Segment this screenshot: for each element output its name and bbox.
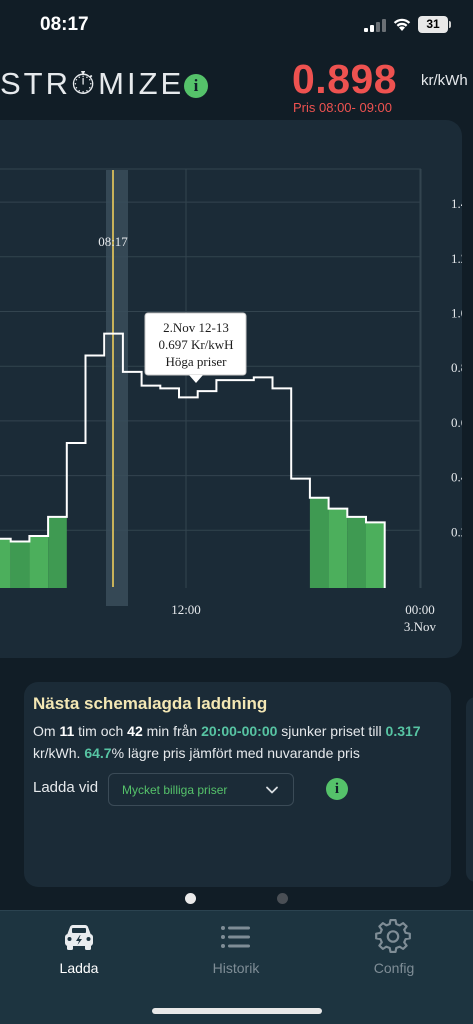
x-tick-label: 00:00 [405, 602, 435, 617]
y-tick-label: 0.2 [451, 524, 462, 539]
price-bar-cheap [10, 541, 30, 588]
battery-icon: 31 [418, 16, 448, 33]
car-charging-icon [65, 925, 93, 950]
y-tick-label: 0.4 [451, 470, 462, 485]
price-bar-cheap [366, 522, 385, 588]
tooltip-pointer [189, 375, 203, 383]
y-tick-label: 0.8 [451, 360, 462, 375]
current-price: 0.898 [292, 56, 398, 102]
tab-ladda[interactable]: Ladda [0, 911, 158, 991]
page-dot[interactable] [277, 893, 288, 904]
price-bar-cheap [347, 516, 366, 588]
x-tick-sublabel: 3.Nov [404, 619, 437, 634]
info-icon[interactable]: i [326, 778, 348, 800]
info-icon[interactable]: i [184, 74, 208, 98]
gear-icon [375, 919, 411, 954]
next-card-peek[interactable] [466, 697, 473, 882]
schedule-title: Nästa schemalagda laddning [33, 694, 268, 713]
cellular-signal-icon [364, 19, 386, 32]
page-dot-active[interactable] [185, 893, 196, 904]
price-bar-cheap [0, 538, 11, 588]
charge-at-value: Mycket billiga priser [122, 783, 228, 797]
tab-bar: Ladda Historik Config [0, 910, 473, 1024]
price-bar-cheap [48, 516, 67, 588]
tooltip-line: 0.697 Kr/kwH [158, 337, 233, 352]
y-tick-label: 1.2 [451, 251, 462, 266]
current-time-label: 08:17 [98, 234, 128, 249]
price-chart-card[interactable]: 1.4 1.2 1.0 0.8 0.6 0.4 0.2 08:17 2.Nov 12-13 0.6… [0, 120, 462, 658]
tab-config[interactable]: Config [315, 911, 473, 991]
current-time-band [106, 170, 128, 606]
price-unit: kr/kWh [421, 72, 468, 89]
status-bar: 08:17 31 [0, 0, 473, 52]
app-logo: STR⏱MIZE [0, 66, 185, 101]
y-tick-label: 1.0 [451, 306, 462, 321]
tooltip-line: 2.Nov 12-13 [163, 320, 229, 335]
tab-label: Ladda [59, 960, 99, 976]
charge-at-label: Ladda vid [33, 779, 99, 796]
x-tick-label: 12:00 [171, 602, 201, 617]
charge-at-select[interactable]: Mycket billiga priser [108, 773, 294, 806]
y-tick-label: 0.6 [451, 415, 462, 430]
schedule-description: Om 11 tim och 42 min från 20:00-00:00 sj… [33, 723, 421, 761]
tooltip-line: Höga priser [165, 354, 227, 369]
price-bar-cheap [328, 508, 348, 588]
battery-tip [449, 21, 451, 28]
price-bar-cheap [29, 536, 49, 588]
home-indicator[interactable] [152, 1008, 322, 1014]
tab-historik[interactable]: Historik [157, 911, 315, 991]
tab-label: Historik [212, 960, 260, 976]
price-chart[interactable]: 1.4 1.2 1.0 0.8 0.6 0.4 0.2 08:17 2.Nov 12-13 0.6… [0, 120, 462, 658]
list-icon [221, 926, 250, 948]
price-bar-cheap [309, 497, 329, 588]
price-step-line [0, 332, 386, 588]
chevron-down-icon [266, 786, 278, 794]
wifi-icon [393, 18, 411, 31]
y-tick-label: 1.4 [451, 196, 462, 211]
status-time: 08:17 [40, 14, 89, 35]
tab-label: Config [373, 960, 415, 976]
price-period: Pris 08:00- 09:00 [293, 100, 393, 115]
schedule-card: Nästa schemalagda laddning Om 11 tim och… [24, 682, 451, 887]
